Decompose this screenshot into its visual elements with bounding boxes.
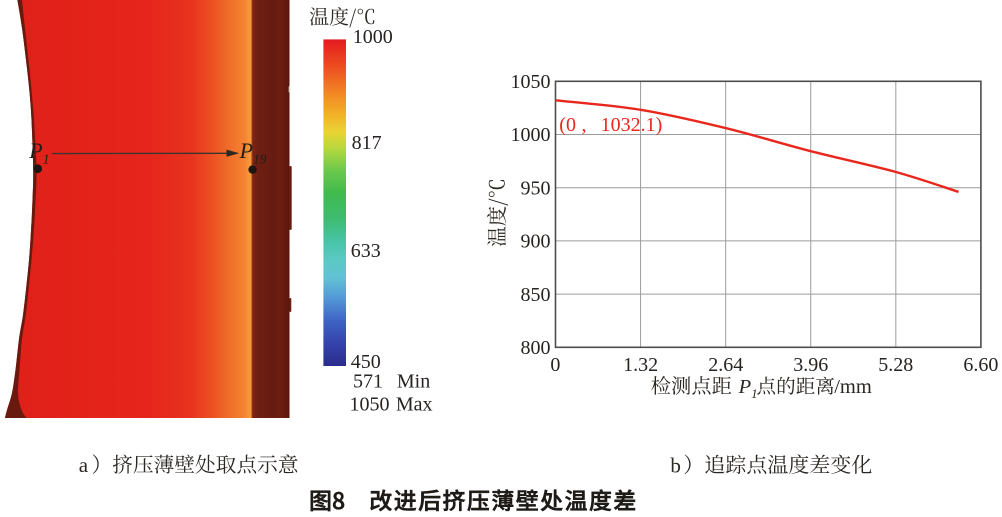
svg-text:(0: (0 xyxy=(559,114,576,136)
svg-text:0: 0 xyxy=(550,354,560,376)
svg-text:950: 950 xyxy=(521,177,551,199)
svg-text:3.96: 3.96 xyxy=(793,354,828,376)
svg-text:450: 450 xyxy=(351,351,381,373)
svg-text:5.28: 5.28 xyxy=(878,354,913,376)
svg-text:Min: Min xyxy=(397,370,430,392)
svg-text:1032.1): 1032.1) xyxy=(601,114,663,136)
svg-text:/mm: /mm xyxy=(834,376,872,398)
svg-text:900: 900 xyxy=(521,231,551,253)
svg-text:571: 571 xyxy=(353,370,383,392)
svg-text:2.64: 2.64 xyxy=(708,354,743,376)
svg-text:817: 817 xyxy=(352,132,382,154)
svg-text:1050: 1050 xyxy=(511,71,551,93)
svg-text:850: 850 xyxy=(521,284,551,306)
svg-text:6.60: 6.60 xyxy=(963,354,998,376)
svg-text:1.32: 1.32 xyxy=(623,354,658,376)
svg-text:633: 633 xyxy=(351,240,381,262)
svg-text:,: , xyxy=(582,114,587,136)
svg-text:1000: 1000 xyxy=(353,26,393,48)
svg-text:800: 800 xyxy=(521,337,551,359)
svg-text:1050: 1050 xyxy=(350,393,390,415)
svg-text:1000: 1000 xyxy=(511,124,551,146)
svg-text:Max: Max xyxy=(396,393,433,415)
svg-text:a: a xyxy=(79,453,89,477)
svg-text:P19: P19 xyxy=(239,138,267,166)
svg-text:b: b xyxy=(670,453,681,477)
